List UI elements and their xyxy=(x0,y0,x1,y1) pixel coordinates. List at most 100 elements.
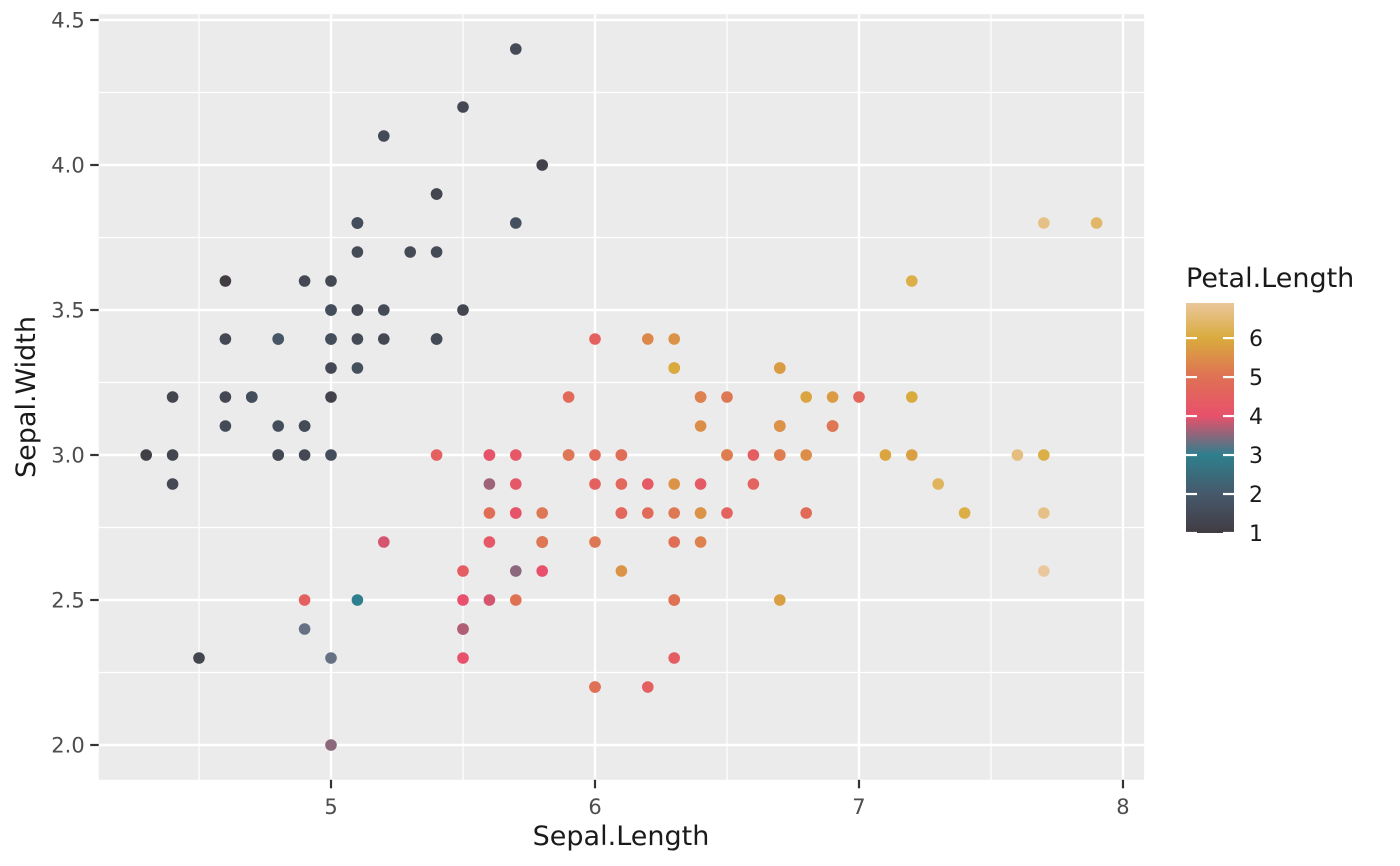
x-tick-label: 8 xyxy=(1116,795,1129,819)
y-axis-title: Sepal.Width xyxy=(11,316,43,478)
colorbar-tick-label: 3 xyxy=(1249,444,1263,469)
data-point xyxy=(457,304,469,316)
data-point xyxy=(298,275,311,287)
data-point xyxy=(510,507,522,519)
data-point xyxy=(510,449,522,461)
data-point xyxy=(721,391,733,403)
data-point xyxy=(589,449,601,461)
data-point xyxy=(430,333,443,345)
data-point xyxy=(325,275,337,287)
data-point xyxy=(1038,217,1050,229)
data-point xyxy=(642,507,654,519)
data-point xyxy=(615,565,628,577)
data-point xyxy=(510,478,522,490)
data-point xyxy=(430,188,443,200)
data-point xyxy=(219,420,232,432)
data-point xyxy=(457,594,469,606)
data-point xyxy=(800,391,812,403)
data-point xyxy=(325,739,337,751)
data-point xyxy=(378,130,390,142)
data-point xyxy=(589,681,601,693)
data-point xyxy=(774,594,786,606)
data-point xyxy=(694,420,707,432)
colorbar-tick-label: 6 xyxy=(1249,327,1263,352)
plot-panel xyxy=(98,14,1145,780)
x-axis-title: Sepal.Length xyxy=(532,821,710,852)
data-point xyxy=(404,246,417,258)
data-point xyxy=(615,449,628,461)
y-tick-label: 4.5 xyxy=(51,9,84,33)
data-point xyxy=(642,478,654,490)
y-tick-label: 2.0 xyxy=(51,734,84,758)
data-point xyxy=(325,333,337,345)
data-point xyxy=(351,362,364,374)
data-point xyxy=(510,565,522,577)
data-point xyxy=(457,623,469,635)
data-point xyxy=(483,478,496,490)
data-point xyxy=(351,594,364,606)
x-tick-label: 6 xyxy=(588,795,601,819)
data-point xyxy=(721,449,733,461)
data-point xyxy=(430,246,443,258)
data-point xyxy=(826,391,839,403)
data-point xyxy=(932,478,944,490)
data-point xyxy=(774,362,786,374)
data-point xyxy=(483,449,496,461)
data-point xyxy=(140,449,152,461)
data-point xyxy=(668,362,680,374)
colorbar-tick-label: 2 xyxy=(1249,483,1263,508)
data-point xyxy=(747,478,760,490)
data-point xyxy=(906,449,918,461)
data-point xyxy=(1038,449,1050,461)
data-point xyxy=(774,420,786,432)
data-point xyxy=(325,304,337,316)
data-point xyxy=(536,507,548,519)
data-point xyxy=(668,536,680,548)
data-point xyxy=(694,391,707,403)
data-point xyxy=(166,478,179,490)
x-tick-label: 7 xyxy=(852,795,865,819)
data-point xyxy=(774,449,786,461)
data-point xyxy=(298,623,311,635)
data-point xyxy=(351,246,364,258)
data-point xyxy=(457,652,469,664)
data-point xyxy=(351,333,364,345)
data-point xyxy=(642,681,654,693)
data-point xyxy=(298,449,311,461)
data-point xyxy=(721,507,733,519)
data-point xyxy=(325,391,337,403)
x-tick-label: 5 xyxy=(324,795,337,819)
data-point xyxy=(1038,507,1050,519)
data-point xyxy=(879,449,892,461)
data-point xyxy=(483,507,496,519)
data-point xyxy=(510,43,522,55)
data-point xyxy=(483,594,496,606)
data-point xyxy=(272,420,285,432)
data-point xyxy=(510,594,522,606)
data-point xyxy=(298,420,311,432)
data-point xyxy=(747,449,760,461)
data-point xyxy=(351,217,364,229)
data-point xyxy=(1011,449,1024,461)
data-point xyxy=(826,420,839,432)
data-point xyxy=(589,536,601,548)
data-point xyxy=(219,391,232,403)
data-point xyxy=(457,565,469,577)
y-tick-label: 2.5 xyxy=(51,589,84,613)
data-point xyxy=(800,507,812,519)
colorbar-tick-label: 4 xyxy=(1249,405,1263,430)
data-point xyxy=(510,217,522,229)
data-point xyxy=(166,391,179,403)
data-point xyxy=(694,507,707,519)
data-point xyxy=(246,391,258,403)
data-point xyxy=(615,478,628,490)
data-point xyxy=(536,159,548,171)
legend-title: Petal.Length xyxy=(1186,263,1355,294)
data-point xyxy=(668,333,680,345)
data-point xyxy=(430,449,443,461)
data-point xyxy=(378,333,390,345)
data-point xyxy=(853,391,865,403)
data-point xyxy=(166,449,179,461)
